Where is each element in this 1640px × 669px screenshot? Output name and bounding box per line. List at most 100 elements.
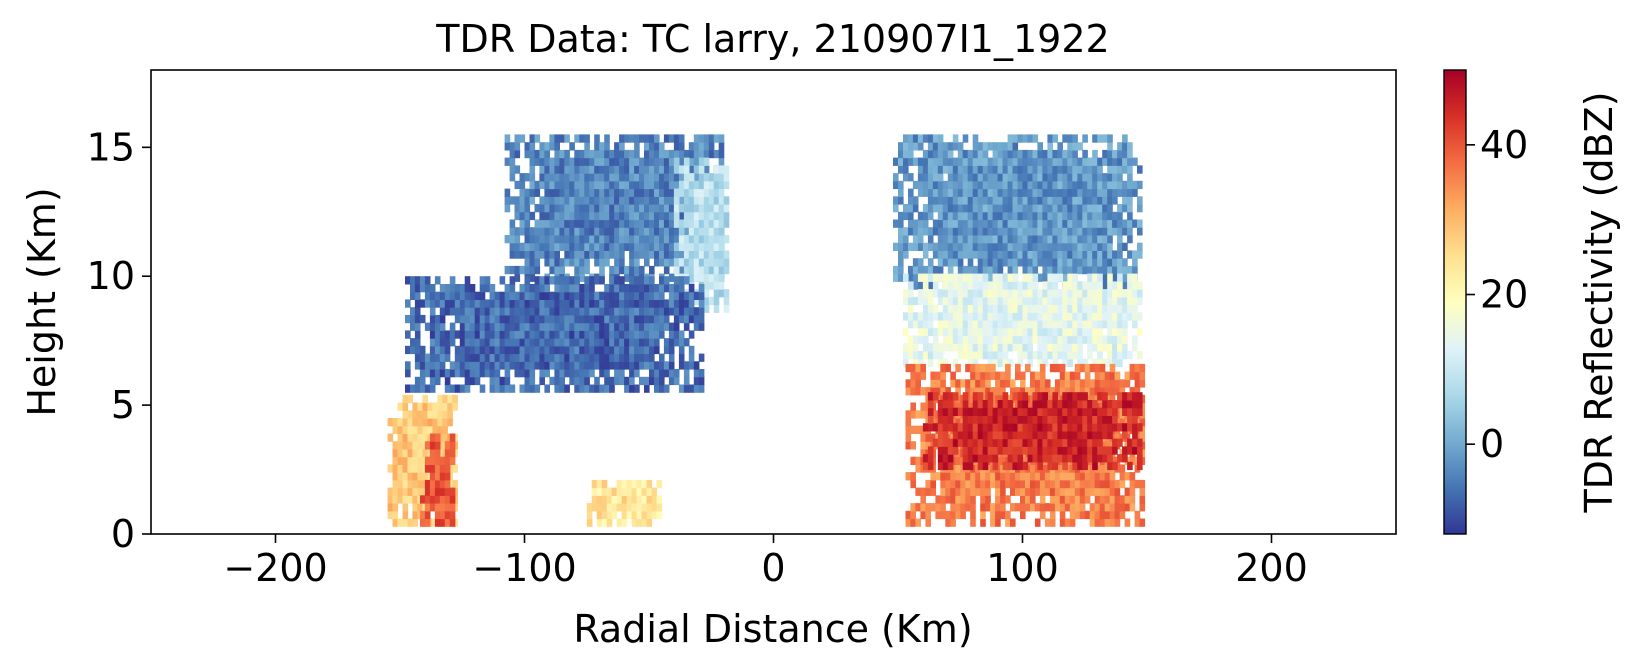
heat-cell bbox=[1057, 265, 1063, 275]
heat-cell bbox=[955, 510, 961, 520]
heat-cell bbox=[624, 307, 630, 316]
heat-cell bbox=[952, 358, 959, 367]
heat-cell bbox=[1089, 487, 1096, 496]
heat-cell bbox=[449, 384, 456, 393]
heat-cell bbox=[1072, 415, 1078, 424]
heat-cell bbox=[1037, 180, 1043, 190]
heat-cell bbox=[1022, 165, 1029, 174]
heat-cell bbox=[439, 314, 446, 324]
heat-cell bbox=[942, 188, 949, 197]
heat-cell bbox=[718, 227, 725, 236]
heat-cell bbox=[649, 314, 655, 324]
heat-cell bbox=[683, 235, 690, 244]
heat-cell bbox=[407, 487, 414, 496]
heat-cell bbox=[634, 361, 640, 370]
heat-cell bbox=[708, 149, 715, 159]
heat-cell bbox=[554, 307, 560, 316]
heat-cell bbox=[982, 335, 989, 344]
heat-cell bbox=[930, 433, 936, 442]
heat-cell bbox=[1127, 188, 1133, 197]
heat-cell bbox=[977, 149, 984, 159]
heat-cell bbox=[604, 284, 610, 293]
heat-cell bbox=[688, 180, 695, 190]
heat-cell bbox=[935, 510, 941, 520]
heat-cell bbox=[977, 227, 984, 236]
heat-cell bbox=[1002, 250, 1009, 259]
heat-cell bbox=[1067, 454, 1073, 463]
heat-cell bbox=[688, 242, 695, 251]
heat-cell bbox=[594, 276, 600, 285]
heat-cell bbox=[549, 235, 555, 244]
heat-cell bbox=[985, 371, 991, 380]
heat-cell bbox=[1069, 518, 1076, 527]
heat-cell bbox=[639, 345, 645, 355]
heat-cell bbox=[564, 299, 570, 308]
heat-cell bbox=[1092, 335, 1098, 344]
heat-cell bbox=[1002, 204, 1009, 213]
heat-cell bbox=[1000, 487, 1006, 496]
heat-cell bbox=[604, 314, 610, 324]
heat-cell bbox=[908, 242, 914, 251]
heat-cell bbox=[529, 188, 536, 197]
heat-cell bbox=[898, 235, 904, 244]
heat-cell bbox=[654, 196, 660, 205]
heat-cell bbox=[990, 371, 996, 380]
heat-cell bbox=[604, 196, 610, 205]
heat-cell bbox=[970, 518, 976, 527]
heat-cell bbox=[917, 227, 924, 236]
heat-cell bbox=[424, 479, 431, 489]
heat-cell bbox=[514, 369, 521, 378]
heat-cell bbox=[524, 314, 531, 324]
heat-cell bbox=[1074, 487, 1081, 496]
heat-cell bbox=[614, 369, 620, 378]
heat-cell bbox=[589, 361, 595, 370]
heat-cell bbox=[484, 353, 491, 362]
heat-cell bbox=[723, 211, 730, 221]
heat-cell bbox=[917, 235, 924, 244]
heat-cell bbox=[668, 149, 675, 159]
heat-cell bbox=[554, 134, 560, 143]
heat-cell bbox=[514, 353, 521, 362]
heat-cell bbox=[1000, 456, 1006, 465]
heat-cell bbox=[1077, 258, 1083, 267]
heat-cell bbox=[1077, 400, 1083, 409]
heat-cell bbox=[932, 180, 939, 190]
heat-cell bbox=[678, 142, 685, 151]
heat-cell bbox=[962, 235, 969, 244]
heat-cell bbox=[942, 358, 949, 367]
heat-cell bbox=[912, 312, 919, 321]
heat-cell bbox=[509, 361, 516, 370]
heat-cell bbox=[574, 250, 580, 259]
heat-cell bbox=[1007, 343, 1014, 352]
heat-cell bbox=[678, 258, 685, 267]
heat-cell bbox=[678, 235, 685, 244]
heat-cell bbox=[1072, 180, 1078, 190]
heat-cell bbox=[639, 314, 645, 324]
heat-cell bbox=[569, 204, 575, 213]
heat-cell bbox=[452, 402, 458, 411]
heat-cell bbox=[579, 265, 585, 275]
heat-cell bbox=[644, 219, 650, 228]
heat-cell bbox=[1067, 188, 1073, 197]
heat-cell bbox=[1032, 258, 1039, 267]
heat-cell bbox=[1047, 454, 1053, 463]
heat-cell bbox=[619, 157, 625, 166]
heat-cell bbox=[489, 361, 496, 370]
heat-cell bbox=[1047, 351, 1053, 360]
heat-cell bbox=[514, 330, 521, 339]
heat-cell bbox=[619, 291, 625, 300]
heat-cell bbox=[1030, 487, 1036, 496]
heat-cell bbox=[927, 196, 934, 205]
heat-cell bbox=[945, 510, 951, 520]
heat-cell bbox=[659, 219, 665, 228]
heat-cell bbox=[529, 258, 536, 267]
heat-cell bbox=[584, 330, 590, 339]
heat-cell bbox=[1084, 379, 1091, 388]
heat-cell bbox=[1032, 265, 1039, 275]
heat-cell bbox=[1082, 304, 1088, 313]
heat-cell bbox=[514, 299, 521, 308]
heat-cell bbox=[962, 180, 969, 190]
heat-cell bbox=[947, 273, 954, 282]
heat-cell bbox=[444, 307, 451, 316]
heat-cell bbox=[903, 173, 909, 182]
